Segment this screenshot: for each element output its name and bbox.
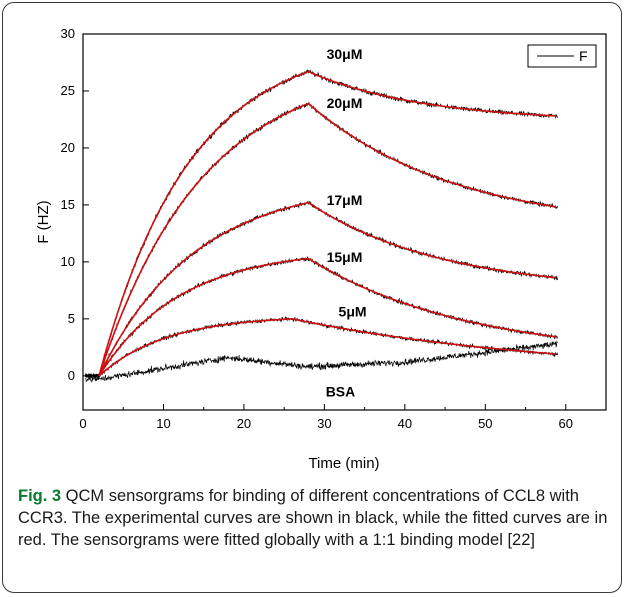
axis-ticks: 0 10 20 30 40 50 60 0 5 10 15 20 25 30 (61, 26, 573, 431)
fitted-curve-0 (98, 70, 557, 377)
bsa-label: BSA (326, 383, 356, 399)
curve-label-3: 15μM (327, 249, 363, 265)
fitted-curve-2 (98, 201, 557, 377)
x-tick-label: 0 (79, 416, 86, 431)
y-tick-label: 15 (61, 197, 75, 212)
curve-label-2: 17μM (327, 192, 363, 208)
curve-label-0: 30μM (327, 46, 363, 62)
x-tick-label: 30 (317, 416, 331, 431)
figure-label: Fig. 3 (18, 487, 62, 505)
curve-label-4: 5μM (339, 304, 367, 320)
x-axis-title: Time (min) (308, 455, 379, 472)
fitted-curve-1 (98, 102, 557, 377)
figure-caption: Fig. 3 QCM sensorgrams for binding of di… (18, 485, 610, 551)
x-tick-label: 40 (398, 416, 412, 431)
curve-label-1: 20μM (327, 95, 363, 111)
bsa-trace-line (85, 340, 558, 383)
x-tick-label: 60 (559, 416, 573, 431)
x-tick-label: 10 (156, 416, 170, 431)
bsa-trace (85, 340, 558, 383)
y-tick-label: 10 (61, 254, 75, 269)
y-tick-label: 25 (61, 83, 75, 98)
curve-labels: 30μM 20μM 17μM 15μM 5μM BSA (326, 46, 367, 399)
y-tick-label: 5 (68, 311, 75, 326)
caption-text: QCM sensorgrams for binding of different… (18, 487, 608, 549)
y-tick-label: 20 (61, 140, 75, 155)
y-tick-label: 0 (68, 368, 75, 383)
y-tick-label: 30 (61, 26, 75, 41)
fitted-curves (98, 70, 557, 377)
sensorgram-chart: 0 10 20 30 40 50 60 0 5 10 15 20 25 30 30μM 20μM 17μM 15… (35, 26, 607, 472)
y-axis-title: F (HZ) (35, 200, 52, 243)
x-tick-label: 50 (478, 416, 492, 431)
legend-label: F (579, 48, 588, 64)
fitted-curve-4 (98, 318, 557, 377)
legend: F (527, 44, 597, 68)
x-tick-label: 20 (237, 416, 251, 431)
fitted-curve-3 (98, 257, 557, 377)
